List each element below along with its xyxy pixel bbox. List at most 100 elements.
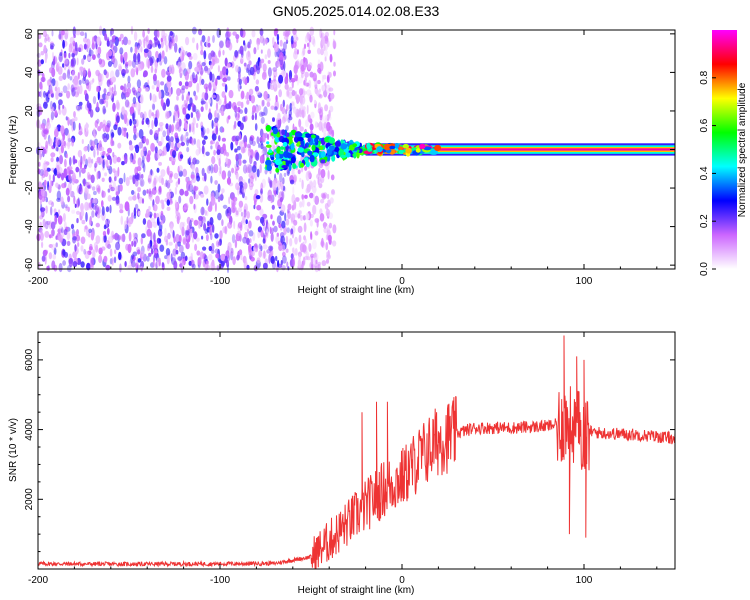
spectrogram-cell [402,143,410,149]
spectrogram-cell [312,185,317,194]
spectrogram-cell [237,222,243,229]
spectrogram-cell [78,101,83,106]
spectrogram-cell [318,167,321,176]
spectrogram-cell [48,244,53,248]
spectrogram-cell [263,106,268,116]
spectrogram-cell [103,255,108,263]
spectrogram-cell [238,249,243,256]
spectrogram-cell [236,146,241,151]
spectrogram-cell [107,91,111,97]
spectrogram-cell [127,75,131,84]
spectrogram-cell [48,138,53,147]
spectrogram-cell [161,50,165,60]
spectrogram-cell [318,94,323,99]
spectrogram-cell [156,80,160,90]
spectrogram-cell [306,183,311,193]
spectrogram-cell [234,50,239,58]
spectrogram-cell [215,102,219,111]
spectrogram-cell [220,253,225,261]
spectrogram-cell [200,49,204,56]
spectrogram-cell [61,183,67,189]
spectrogram-cell [105,100,109,108]
spectrogram-cell [90,231,95,241]
spectrogram-cell [207,112,213,121]
spectrogram-cell [264,54,268,60]
spectrogram-cell [215,253,220,259]
spectrogram-cell [279,146,285,150]
spectrogram-cell [111,93,115,103]
spectrogram-cell [112,102,116,113]
spectrogram-cell [75,104,78,110]
spectrogram-cell [85,122,89,133]
spectrogram-cell [149,221,153,229]
spectrogram-cell [184,122,188,130]
spectrogram-cell [83,37,88,43]
spectrogram-cell [114,36,119,47]
spectrogram-cell [232,31,237,36]
spectrogram-cell [259,164,262,174]
spectrogram-cell [285,218,290,226]
spectrogram-cell [235,153,239,162]
spectrogram-cell [190,112,194,119]
spectrogram-cell [137,210,141,216]
snr-frame [37,331,676,570]
spectrogram-cell [40,207,46,213]
spectrogram-cell [110,129,114,139]
spectrogram-cell [192,117,196,126]
spectrogram-cell [320,151,326,159]
spectrogram-cell [296,36,299,41]
spectrogram-cell [94,138,99,145]
spectrogram-cell [130,68,136,78]
spectrogram-cell [50,82,54,92]
spectrogram-cell [84,186,88,194]
spectrogram-cell [306,256,311,261]
spectrogram-cell [294,74,298,82]
spectrogram-cell [306,32,310,40]
spectrogram-cell [110,186,115,192]
spectrogram-cell [312,72,318,82]
spectrogram-cell [202,246,207,251]
spectrogram-cell [210,195,216,206]
spectrogram-cell [105,264,111,271]
spectrogram-cell [314,195,320,205]
spectrogram-cell [185,51,188,56]
spectrogram-cell [128,140,133,146]
spectrogram-cell [81,139,84,144]
spectrogram-cell [267,176,270,184]
spectrogram-cell [138,171,142,181]
spectrogram-cell [201,130,205,138]
spectrogram-cell [161,202,165,210]
spectrogram-cell [204,65,208,72]
spectrogram-cell [111,132,115,138]
spectrogram-cell [189,155,192,163]
spectrogram-cell [143,48,149,54]
spectrogram-cell [109,87,112,95]
spectrogram-cell [366,142,371,150]
spectrogram-cell [187,52,192,58]
spectrogram-cell [50,41,54,46]
spectrogram-cell [265,144,272,148]
spectrogram-cell [262,99,265,107]
spectrogram-cell [260,111,266,117]
spectrogram-cell [54,126,59,131]
spectrogram-cell [353,151,357,159]
spectrogram-cell [121,39,124,45]
spectrogram-cell [209,62,214,70]
spectrogram-cell [137,264,140,269]
spectrogram-cell [178,119,182,127]
spectrogram-cell [192,125,195,135]
spectrogram-cell [273,75,276,82]
spectrogram-cell [58,30,62,41]
spectrogram-cell [321,84,326,92]
spectrogram-cell [152,43,156,48]
spectrogram-cell [58,103,61,111]
spectrogram-cell [260,188,263,195]
spectrogram-cell [40,204,43,213]
spectrogram-cell [184,255,188,262]
spectrogram-cell [103,88,107,94]
spectrogram-cell [74,41,78,52]
spectrogram-cell [276,134,281,138]
spectrogram-cell [101,236,105,244]
spectrogram-cell [213,149,217,156]
spectrogram-cell [150,169,153,176]
